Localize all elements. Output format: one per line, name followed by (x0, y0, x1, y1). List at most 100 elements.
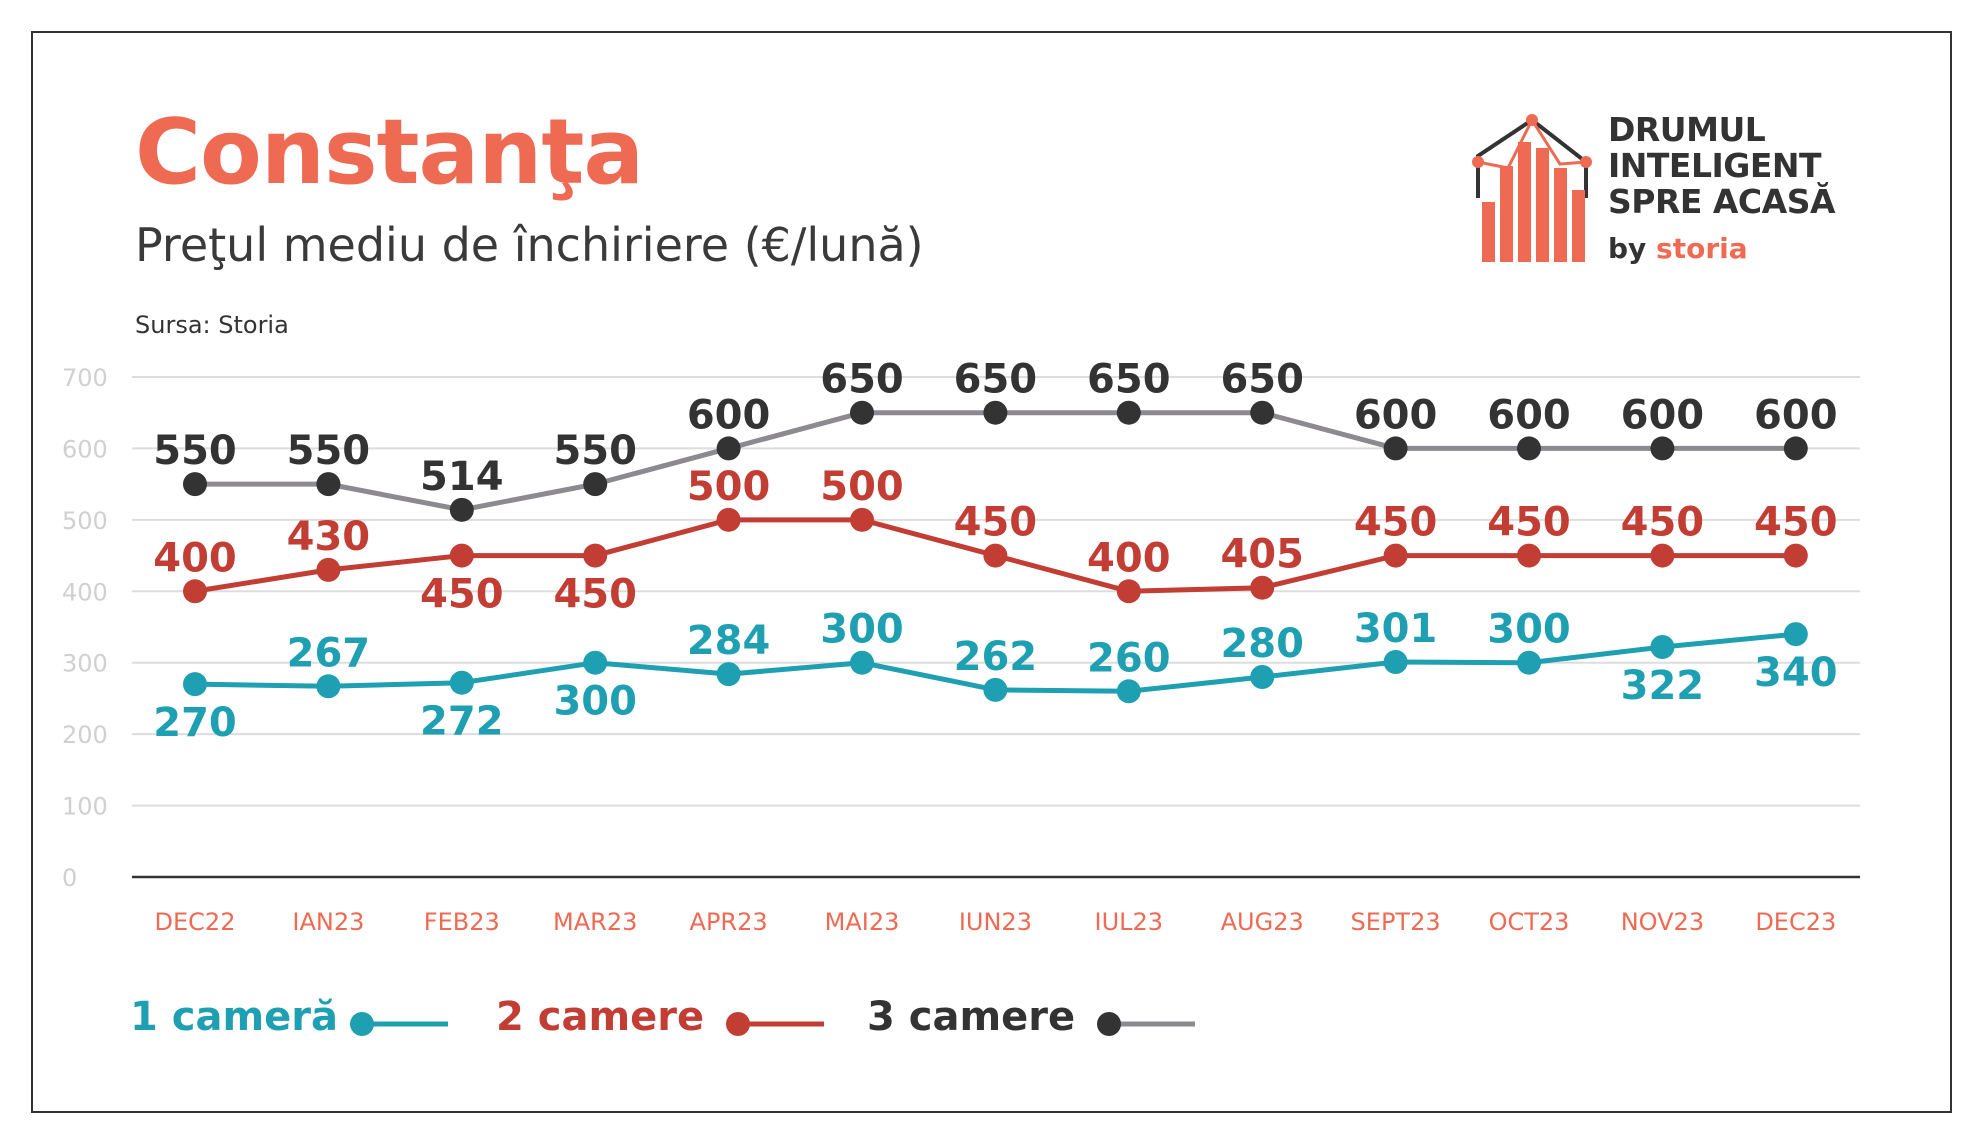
series-3-camere-point (1250, 400, 1275, 425)
drumul-inteligent-logo: DRUMUL INTELIGENT SPRE ACASĂ by storia (1470, 110, 1870, 270)
x-tick-label: MAI23 (825, 908, 900, 936)
series-2-camere-point (716, 507, 741, 532)
series-3-camere-data-label: 550 (287, 428, 371, 474)
y-tick-label: 200 (62, 721, 108, 749)
y-tick-label: 300 (62, 650, 108, 678)
series-1-camera-point (1116, 679, 1141, 704)
series-3-camere-point (850, 400, 874, 425)
series-1-camera-data-label: 260 (1087, 635, 1171, 681)
legend-marker (350, 1012, 448, 1036)
legend-dot (726, 1012, 750, 1036)
series-3-camere-point (449, 497, 474, 522)
series-1-camera-data-label: 267 (287, 630, 371, 676)
logo-line-1: DRUMUL (1608, 110, 1766, 149)
y-tick-label: 100 (62, 793, 108, 821)
series-3-camere-data-label: 650 (954, 357, 1038, 403)
legend-label: 2 camere (496, 994, 705, 1040)
series-3-camere-data-label: 550 (553, 428, 637, 474)
x-tick-label: FEB23 (424, 908, 500, 936)
series-2-camere-point (183, 579, 207, 604)
series-3-camere-data-label: 600 (1754, 392, 1838, 438)
series-2-camere-point (1116, 579, 1141, 604)
series-2-camere-data-label: 450 (1487, 500, 1571, 546)
y-tick-label: 0 (62, 864, 77, 892)
series-3-camere-data-label: 600 (1487, 392, 1571, 438)
x-tick-label: OCT23 (1489, 908, 1570, 936)
series-1-camera-data-label: 272 (420, 699, 504, 745)
series-3-camere-data-label: 650 (1220, 357, 1304, 403)
logo-line-2: INTELIGENT (1608, 146, 1822, 185)
x-tick-label: APR23 (690, 908, 768, 936)
series-1-camera-data-label: 300 (820, 607, 904, 653)
series-1-camera-data-label: 262 (954, 634, 1038, 680)
series-2-camere-data-label: 405 (1220, 532, 1304, 578)
series-1-camera-data-label: 300 (1487, 607, 1571, 653)
x-tick-label: DEC22 (155, 908, 236, 936)
series-1-camera-data-label: 284 (687, 618, 771, 664)
series-1-camera-point (1783, 622, 1808, 647)
series-1-camera-point (716, 662, 741, 687)
y-tick-label: 500 (62, 507, 108, 535)
series-2-camere-point (1383, 543, 1408, 568)
series-3-camere-data-label: 600 (687, 392, 771, 438)
series-2-camere-data-label: 450 (553, 572, 637, 618)
series-2-camere-point (449, 543, 474, 568)
chart-title: Constanţa (135, 100, 644, 205)
legend-marker (1097, 1012, 1195, 1036)
series-3-camere-point (1116, 400, 1141, 425)
series-3-camere-point (1783, 436, 1808, 461)
x-tick-label: NOV23 (1621, 908, 1704, 936)
series-1-camera-point (316, 674, 341, 699)
series-2-camere-point (983, 543, 1008, 568)
series-2-camere-point (850, 507, 874, 532)
series-2-camere-data-label: 500 (687, 464, 771, 510)
series-3-camere-point (583, 472, 608, 497)
series-2-camere-data-label: 400 (1087, 535, 1171, 581)
x-tick-label: IUN23 (959, 908, 1032, 936)
legend-marker (726, 1012, 824, 1036)
series-2-camere-point (1650, 543, 1675, 568)
series-3-camere-point (716, 436, 741, 461)
series-1-camera-point (583, 650, 608, 675)
series-1-camera-point (1250, 664, 1275, 689)
series-3-camere-point (1517, 436, 1541, 461)
logo-byline: by storia (1608, 232, 1748, 265)
series-3-camere-data-label: 600 (1621, 392, 1705, 438)
x-tick-label: DEC23 (1755, 908, 1836, 936)
x-tick-label: MAR23 (553, 908, 637, 936)
series-2-camere-point (583, 543, 608, 568)
house-bars-icon (1472, 114, 1592, 262)
series-3-camere-data-label: 650 (1087, 357, 1171, 403)
chart-frame (31, 31, 1952, 1113)
series-3-camere-point (316, 472, 341, 497)
logo-by: by (1608, 232, 1647, 265)
series-2-camere-data-label: 450 (1354, 500, 1438, 546)
series-1-camera-point (1517, 650, 1541, 675)
series-2-camere-data-label: 400 (153, 535, 237, 581)
series-2-camere-data-label: 450 (1754, 500, 1838, 546)
series-2-camere-point (1783, 543, 1808, 568)
y-tick-label: 600 (62, 435, 108, 463)
series-3-camere-point (983, 400, 1008, 425)
series-1-camera-data-label: 301 (1354, 606, 1438, 652)
series-3-camere-point (1650, 436, 1675, 461)
x-tick-label: SEPT23 (1351, 908, 1441, 936)
series-3-camere-point (1383, 436, 1408, 461)
series-1-camera-data-label: 270 (153, 700, 237, 746)
series-1-camera-point (983, 677, 1008, 702)
series-2-camere-point (316, 557, 341, 582)
series-1-camera-point (183, 672, 207, 697)
series-2-camere-data-label: 450 (1621, 500, 1705, 546)
x-tick-label: IUL23 (1095, 908, 1164, 936)
series-3-camere-data-label: 550 (153, 428, 237, 474)
legend-dot (350, 1012, 374, 1036)
series-2-camere-point (1250, 575, 1275, 600)
series-1-camera-point (1650, 634, 1675, 659)
legend-label: 3 camere (867, 994, 1076, 1040)
source-note: Sursa: Storia (135, 311, 289, 339)
series-2-camere-data-label: 430 (287, 514, 371, 560)
x-tick-label: AUG23 (1221, 908, 1304, 936)
x-tick-label: IAN23 (292, 908, 364, 936)
series-1-camera-point (1383, 649, 1408, 674)
